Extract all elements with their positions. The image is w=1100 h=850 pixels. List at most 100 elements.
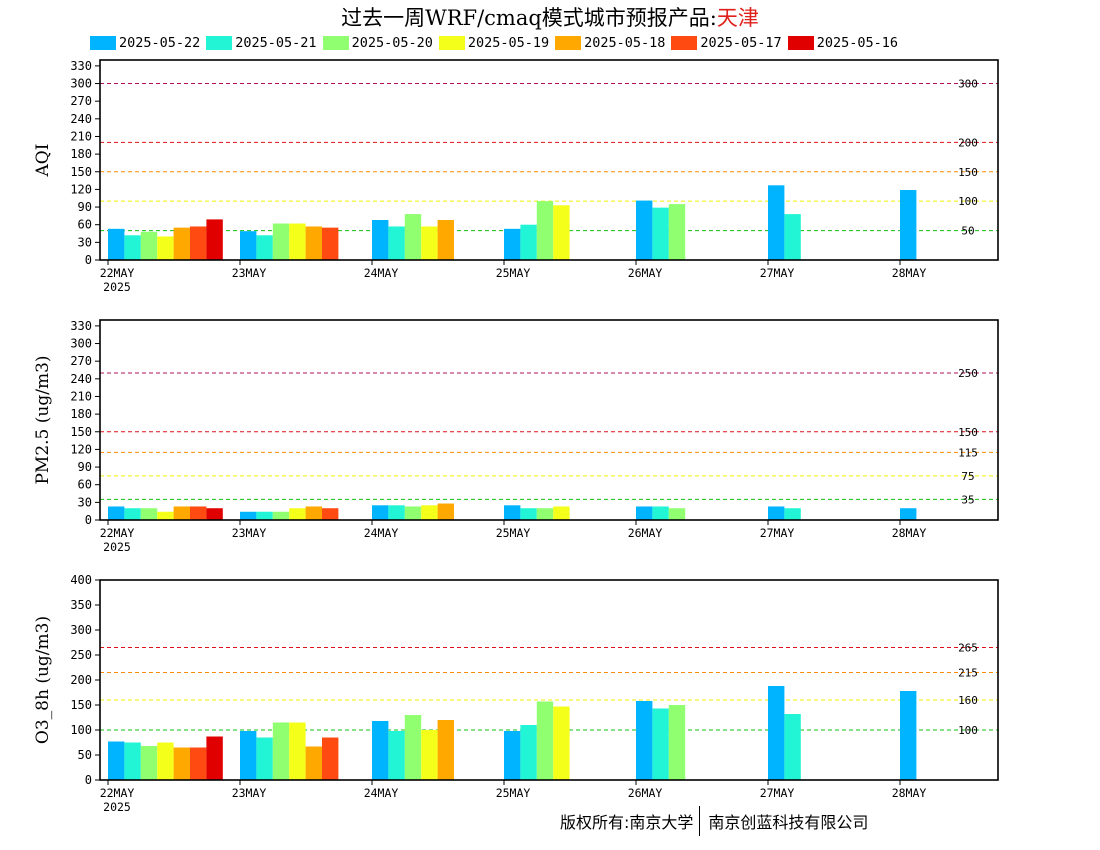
footer-separator bbox=[699, 806, 701, 836]
plot-frame bbox=[99, 319, 999, 521]
plot-frame bbox=[99, 59, 999, 261]
bar bbox=[404, 506, 422, 520]
threshold-label: 35 bbox=[961, 493, 974, 506]
bar bbox=[421, 226, 438, 260]
y-tick-label: 240 bbox=[70, 112, 92, 126]
bar bbox=[388, 226, 405, 260]
y-tick-label: 270 bbox=[70, 94, 92, 108]
x-tick-label: 25MAY bbox=[496, 266, 531, 280]
x-year-label: 2025 bbox=[103, 280, 131, 294]
legend-swatch bbox=[438, 36, 465, 50]
legend-label: 2025-05-20 bbox=[351, 35, 433, 51]
x-tick-label: 26MAY bbox=[628, 266, 663, 280]
x-tick-label: 24MAY bbox=[364, 266, 399, 280]
y-tick-label: 300 bbox=[70, 337, 92, 351]
bar bbox=[289, 722, 306, 780]
x-tick-label: 23MAY bbox=[232, 526, 267, 540]
threshold-label: 200 bbox=[958, 136, 978, 149]
threshold-label: 100 bbox=[958, 195, 978, 208]
y-tick-label: 270 bbox=[70, 354, 92, 368]
bar bbox=[437, 220, 454, 260]
bar bbox=[520, 508, 537, 520]
copyright-right: 南京创蓝科技有限公司 bbox=[708, 813, 869, 832]
legend-label: 2025-05-19 bbox=[467, 35, 550, 51]
y-tick-label: 300 bbox=[70, 623, 92, 637]
bar bbox=[553, 706, 570, 780]
bar bbox=[206, 508, 223, 520]
y-tick-label: 200 bbox=[70, 673, 92, 687]
bar bbox=[272, 722, 290, 780]
threshold-label: 150 bbox=[958, 166, 978, 179]
threshold-label: 300 bbox=[958, 78, 978, 91]
y-tick-label: 60 bbox=[78, 218, 92, 232]
bar bbox=[256, 235, 273, 260]
bar bbox=[372, 721, 389, 780]
legend-item: 2025-05-20 bbox=[322, 35, 433, 51]
bar bbox=[140, 746, 158, 780]
x-tick-label: 26MAY bbox=[628, 786, 663, 800]
bar bbox=[900, 691, 917, 780]
bar bbox=[900, 508, 917, 520]
x-tick-label: 24MAY bbox=[364, 786, 399, 800]
y-tick-label: 330 bbox=[70, 59, 92, 73]
bar bbox=[636, 200, 653, 260]
y-tick-label: 30 bbox=[78, 235, 92, 249]
legend-swatch bbox=[555, 36, 582, 50]
bar bbox=[272, 223, 290, 260]
x-tick-label: 23MAY bbox=[232, 786, 267, 800]
threshold-label: 75 bbox=[961, 470, 974, 483]
bar bbox=[520, 224, 537, 260]
y-tick-label: 30 bbox=[78, 495, 92, 509]
y-tick-label: 350 bbox=[70, 598, 92, 612]
bar bbox=[504, 228, 521, 260]
y-tick-label: 150 bbox=[70, 165, 92, 179]
bar bbox=[421, 730, 438, 780]
bar bbox=[652, 708, 669, 780]
bar bbox=[536, 508, 554, 520]
bar bbox=[256, 511, 273, 520]
bar bbox=[190, 506, 207, 520]
threshold-label: 50 bbox=[961, 225, 974, 238]
legend-swatch bbox=[206, 36, 233, 50]
bar bbox=[108, 741, 125, 780]
x-tick-label: 25MAY bbox=[496, 526, 531, 540]
bar bbox=[520, 725, 537, 780]
bar bbox=[553, 205, 570, 260]
y-tick-label: 180 bbox=[70, 147, 92, 161]
legend-item: 2025-05-17 bbox=[671, 35, 782, 51]
y-tick-label: 0 bbox=[85, 253, 92, 267]
bar bbox=[636, 701, 653, 780]
bar bbox=[173, 747, 190, 780]
bar bbox=[636, 506, 653, 520]
legend-label: 2025-05-16 bbox=[816, 35, 898, 51]
legend-swatch bbox=[90, 36, 116, 50]
legend: 2025-05-22 2025-05-21 2025-05-20 2025-05-19… bbox=[90, 34, 904, 52]
bar bbox=[206, 736, 223, 780]
y-tick-label: 240 bbox=[70, 372, 92, 386]
x-tick-label: 27MAY bbox=[760, 266, 795, 280]
y-tick-label: 210 bbox=[70, 389, 92, 403]
legend-swatch bbox=[322, 36, 349, 50]
bar bbox=[190, 226, 207, 260]
bar bbox=[173, 506, 190, 520]
title-city: 天津 bbox=[716, 6, 759, 30]
x-year-label: 2025 bbox=[103, 800, 131, 814]
bar bbox=[256, 737, 273, 780]
legend-item: 2025-05-19 bbox=[438, 35, 550, 51]
bar bbox=[240, 731, 257, 780]
bar bbox=[404, 214, 422, 260]
bar bbox=[668, 705, 686, 780]
legend-swatch bbox=[787, 36, 814, 50]
bar bbox=[173, 227, 190, 260]
y-tick-label: 90 bbox=[78, 200, 92, 214]
x-tick-label: 25MAY bbox=[496, 786, 531, 800]
y-axis-label: AQI bbox=[33, 144, 53, 178]
bar bbox=[437, 720, 454, 780]
bar bbox=[372, 505, 389, 520]
x-tick-label: 28MAY bbox=[892, 786, 927, 800]
legend-item: 2025-05-21 bbox=[206, 35, 317, 51]
legend-label: 2025-05-22 bbox=[119, 35, 201, 51]
bar bbox=[157, 742, 174, 780]
threshold-label: 215 bbox=[958, 667, 978, 680]
